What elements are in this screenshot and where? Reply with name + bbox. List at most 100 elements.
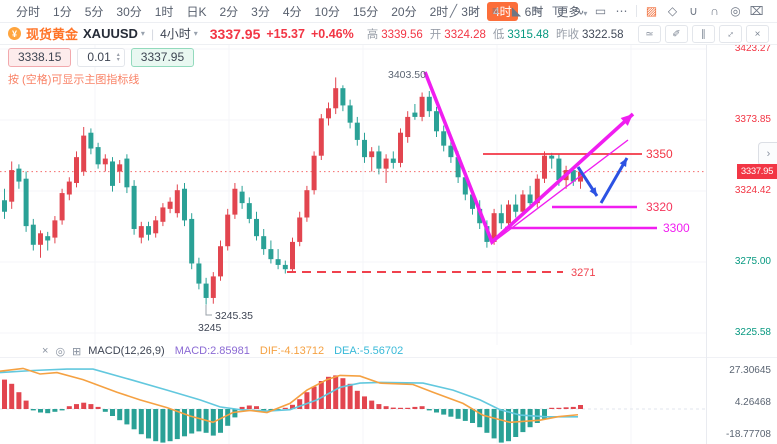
- pencil-icon[interactable]: ✎: [532, 4, 543, 18]
- macd-indicator-chart[interactable]: [0, 358, 706, 444]
- blue-arrow-head[interactable]: [589, 187, 597, 196]
- timeframe-button[interactable]: 10分: [314, 4, 340, 19]
- trend-line-icon[interactable]: ╱: [449, 4, 458, 18]
- dif-value: DIF:-4.13712: [259, 345, 325, 357]
- timeframe-button[interactable]: 4时: [486, 1, 518, 21]
- macd-title: MACD(12,26,9): [88, 345, 165, 357]
- pane-separator: [0, 357, 777, 358]
- chart-style-icon[interactable]: ≃: [638, 25, 661, 43]
- wave-icon[interactable]: ∿: [574, 4, 585, 18]
- resistance-line-3350-label: 3350: [646, 147, 673, 161]
- text-tool-icon[interactable]: Tт: [552, 4, 565, 18]
- v-arrow-head[interactable]: [620, 114, 633, 126]
- price-tick-label: 3225.58: [734, 327, 771, 339]
- macd-header: × ◎ ⊞ MACD(12,26,9) MACD:2.85981 DIF:-4.…: [0, 344, 403, 358]
- chevron-down-icon: ▾: [583, 8, 588, 18]
- timeframe-button[interactable]: 30分: [116, 4, 142, 19]
- low-stat: 低 3315.48: [492, 28, 549, 41]
- quantity-stepper[interactable]: 0.01 ▴ ▾: [77, 48, 125, 67]
- price-annotation: 3403.50: [388, 69, 426, 81]
- last-price: 3337.95: [209, 25, 261, 42]
- indicator-settings-icon[interactable]: ⊞: [72, 345, 82, 358]
- timeframe-button[interactable]: 4分: [282, 4, 302, 19]
- drawing-toolbar: ╱ ↗ ≡ ◣ ✎ Tт ∿ ▭ ⋯ ▨ ◇ ∪ ∩ ◎ ⌧: [443, 0, 767, 22]
- fan-icon[interactable]: ◣: [511, 4, 522, 18]
- sell-button[interactable]: 3338.15: [8, 48, 72, 67]
- price-tick-label: 3373.85: [734, 114, 771, 125]
- thin-trend-line[interactable]: [491, 139, 629, 244]
- buy-button[interactable]: 3337.95: [130, 48, 195, 67]
- chevron-down-icon: ▾: [140, 29, 145, 38]
- close-icon[interactable]: ×: [746, 25, 769, 43]
- lock-icon[interactable]: ∩: [710, 4, 719, 18]
- price-axis-border: [706, 44, 707, 444]
- timeframe-button[interactable]: 日K: [186, 4, 207, 19]
- symbol-bar: ¥ 现货黄金 XAUUSD ▾ | 4小时 ▾ 3337.95 +15.37 +…: [0, 23, 777, 45]
- timeframe-button[interactable]: 1分: [53, 4, 72, 19]
- v-shape-arrow[interactable]: [423, 71, 635, 246]
- toolbar-divider: [636, 5, 637, 17]
- open-stat: 开 3324.28: [429, 28, 486, 41]
- measure-icon[interactable]: ≡: [491, 4, 499, 18]
- timeframe-button[interactable]: 15分: [352, 4, 379, 19]
- eye-icon[interactable]: ◎: [730, 4, 741, 18]
- timeframe-button[interactable]: 20分: [391, 4, 417, 19]
- blue-arrow-up[interactable]: [599, 157, 629, 204]
- step-up-icon[interactable]: ▴: [116, 52, 120, 58]
- current-price-badge: 3337.95: [737, 164, 777, 179]
- draw-panel-icon[interactable]: ▨: [645, 4, 658, 18]
- interval-selector[interactable]: 4小时: [160, 27, 191, 41]
- more-tools-icon[interactable]: ⋯: [615, 4, 628, 18]
- gold-coin-icon: ¥: [8, 27, 21, 40]
- chevron-right-icon: ›: [766, 148, 771, 160]
- price-tick-label: 3324.42: [734, 185, 771, 197]
- support-line-3300-label: 3300: [663, 221, 690, 235]
- step-down-icon[interactable]: ▾: [116, 56, 120, 63]
- timeframe-button[interactable]: 6时: [524, 4, 544, 19]
- price-tick-label: 3423.27: [734, 43, 771, 54]
- timeframe-button[interactable]: 5分: [84, 4, 104, 19]
- chart-window-icons: ≃ ✐ ∥ ↕ ×: [638, 25, 769, 43]
- timeframe-button[interactable]: 分时: [16, 4, 41, 19]
- magnet-icon[interactable]: ∪: [689, 4, 698, 18]
- macd-value: MACD:2.85981: [174, 345, 250, 357]
- timeframe-button[interactable]: 1时: [154, 4, 174, 19]
- dea-line: [0, 368, 578, 418]
- low-marker-line: [205, 305, 212, 316]
- timeframe-button[interactable]: 3分: [251, 4, 270, 19]
- macd-histogram: [2, 375, 583, 443]
- trash-icon[interactable]: ⌧: [749, 4, 764, 18]
- support-label-3271: 3271: [571, 267, 595, 279]
- rectangle-icon[interactable]: ▭: [594, 4, 607, 18]
- chevron-down-icon: ▾: [193, 29, 198, 38]
- timeframe-toolbar: 分时 1分 5分 30分 1时 日K 2分 3分 4分 10分 15分 20分 2时 3时 4时 6时 更多 ▾…: [0, 0, 777, 23]
- symbol-selector[interactable]: XAUUSD: [83, 26, 138, 41]
- axis-collapse-tab[interactable]: ›: [758, 142, 777, 166]
- high-stat: 高 3339.56: [366, 28, 423, 41]
- draw-icon[interactable]: ✐: [665, 25, 688, 43]
- timeframe-button[interactable]: 2时: [429, 4, 449, 19]
- arrow-line-icon[interactable]: ↗: [469, 4, 480, 18]
- price-change: +15.37: [266, 26, 305, 41]
- market-label: 现货黄金: [26, 27, 79, 42]
- timeframe-button[interactable]: 3时: [461, 4, 480, 19]
- price-annotation: 3245.35: [215, 310, 253, 322]
- keyboard-hint: 按 (空格)可显示主图指标线: [8, 74, 140, 86]
- dif-line: [0, 367, 579, 424]
- stepper-arrows[interactable]: ▴ ▾: [116, 52, 120, 63]
- expand-icon[interactable]: ↕: [719, 25, 742, 43]
- macd-tick-label: 27.30645: [729, 364, 771, 376]
- prev-close-stat: 昨收 3322.58: [555, 28, 624, 41]
- blue-arrow-head[interactable]: [619, 158, 627, 167]
- compare-icon[interactable]: ∥: [692, 25, 715, 43]
- eraser-icon[interactable]: ◇: [667, 4, 678, 18]
- visibility-icon[interactable]: ◎: [55, 345, 66, 358]
- timeframe-button[interactable]: 2分: [219, 4, 239, 19]
- more-timeframes-button[interactable]: 更多 ▾: [556, 4, 588, 19]
- price-annotation: 3245: [198, 322, 222, 334]
- dea-value: DEA:-5.56702: [334, 345, 404, 357]
- close-indicator-icon[interactable]: ×: [42, 345, 49, 357]
- timeframe-list: 分时 1分 5分 30分 1时 日K 2分 3分 4分 10分 15分 20分 2时 3时 4时 6时: [10, 1, 550, 21]
